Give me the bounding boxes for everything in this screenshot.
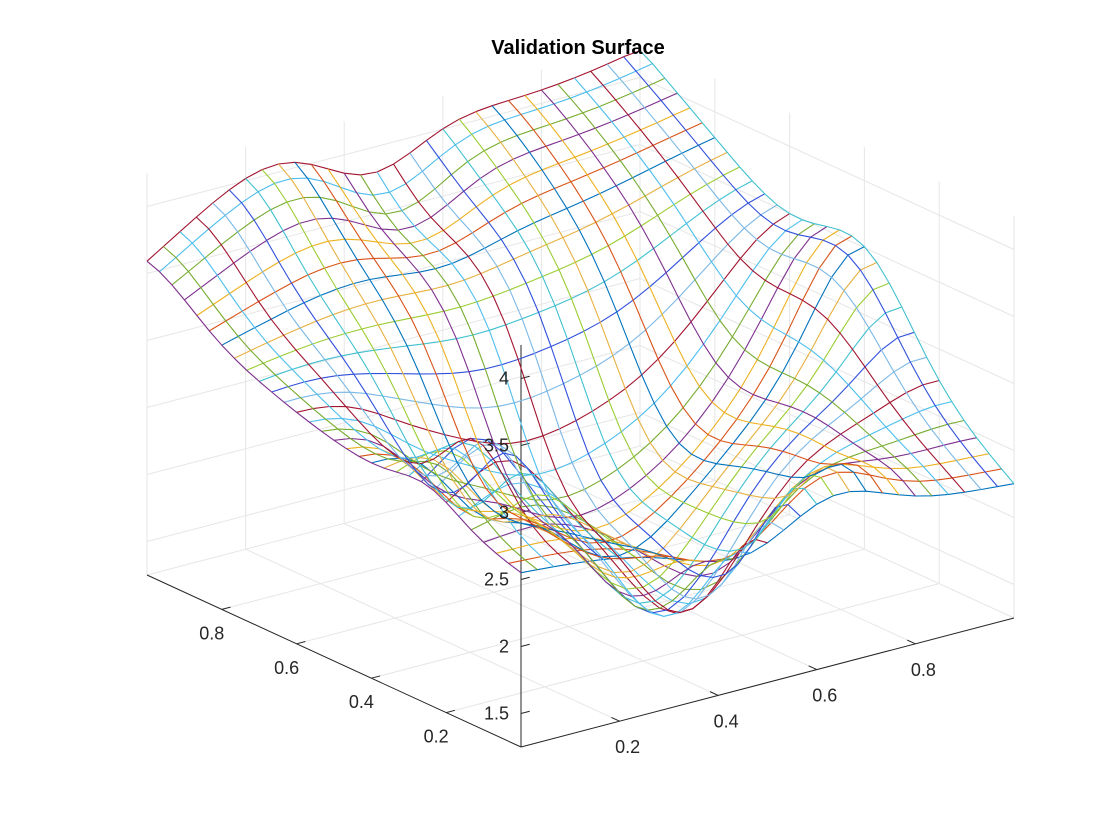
z-tick-label: 2.5 <box>484 570 509 590</box>
mesh-line-col <box>590 70 966 493</box>
x-tick-mark <box>907 639 916 645</box>
y-tick-mark <box>296 641 306 645</box>
x-tick-label: 0.2 <box>615 737 640 757</box>
mesh-line-col <box>393 163 768 614</box>
mesh-line-col <box>212 202 588 562</box>
z-tick-label: 1.5 <box>484 704 509 724</box>
mesh-line-col <box>163 246 538 571</box>
floor-grid-line-x <box>245 548 620 722</box>
x-tick-mark <box>709 691 719 696</box>
x-tick-mark <box>808 665 818 671</box>
z-tick-mark <box>520 710 530 714</box>
y-tick-label: 0.2 <box>424 727 449 747</box>
y-tick-label: 0.4 <box>349 692 374 712</box>
z-tick-label: 2 <box>499 637 509 657</box>
mesh-line-col <box>623 56 999 487</box>
y-tick-label: 0.8 <box>199 623 224 643</box>
mesh-line-row <box>383 261 878 574</box>
mesh-line-col <box>261 169 637 558</box>
mesh-line-col <box>491 105 867 492</box>
mesh-line-row <box>159 63 653 273</box>
y-tick-mark <box>371 675 381 679</box>
tick-labels: 0.2 0.4 0.6 0.8 0.2 0.4 0.6 0.8 1.5 2 2.5 3 3.5 4 <box>199 369 936 758</box>
mesh-line-col <box>557 83 933 497</box>
z-tick-label: 3 <box>499 503 509 523</box>
mesh-line-col <box>195 216 571 565</box>
z-tick-label: 3.5 <box>484 436 509 456</box>
floor-grid-line-y <box>296 514 790 645</box>
box-edge <box>639 445 1015 619</box>
x-tick-label: 0.8 <box>911 660 936 680</box>
mesh-line-col <box>458 118 834 525</box>
mesh-line-col <box>540 89 916 497</box>
mesh-line-col <box>310 164 686 561</box>
mesh-line-col <box>343 172 719 597</box>
x-tick-label: 0.4 <box>714 711 739 731</box>
back-wall-grid-line-z <box>146 144 641 274</box>
x-tick-mark <box>611 716 620 722</box>
mesh-line-col <box>228 189 604 560</box>
mesh-line-col <box>409 152 785 600</box>
floor-grid-line-y <box>371 548 865 679</box>
mesh-line-row <box>221 137 716 346</box>
mesh-line-col <box>360 174 735 611</box>
y-tick-label: 0.6 <box>274 658 299 678</box>
y-tick-mark <box>221 606 231 610</box>
mesh-line-row <box>358 235 853 544</box>
mesh-line-col <box>573 77 949 495</box>
floor-grid-line-y <box>221 479 715 610</box>
z-tick-mark <box>520 643 530 647</box>
floor-grid-line-x <box>442 497 818 671</box>
mesh-line-col <box>524 95 900 496</box>
z-tick-mark <box>520 509 530 513</box>
back-wall-grid-line-z <box>146 412 641 542</box>
mesh-line-row <box>184 92 678 301</box>
z-tick-mark <box>520 375 530 379</box>
mesh-line-col <box>327 168 702 579</box>
mesh-line-row <box>234 151 728 359</box>
mesh-line-col <box>639 50 1015 485</box>
x-tick-label: 0.6 <box>812 686 837 706</box>
back-wall-grid-line-z <box>146 278 641 408</box>
back-wall-grid-line-z <box>146 77 641 207</box>
mesh-line-col <box>606 63 982 490</box>
mesh-line-col <box>442 128 818 552</box>
mesh-surface <box>146 50 1015 617</box>
mesh-line-col <box>146 260 522 574</box>
z-tick-label: 4 <box>499 369 509 389</box>
box-edge <box>146 445 641 576</box>
z-tick-mark <box>520 576 530 580</box>
mesh-line-col <box>294 161 670 560</box>
mesh-line-col <box>179 231 555 568</box>
floor-grid-line-y <box>446 583 940 714</box>
mesh-line-col <box>508 100 883 494</box>
chart-title: Validation Surface <box>491 37 664 59</box>
side-wall-grid-line-z <box>639 345 1015 518</box>
mesh-line-col <box>376 171 752 617</box>
mesh-line-row <box>445 379 940 614</box>
mesh-line-col <box>245 178 620 559</box>
side-wall-grid-line-z <box>639 144 1015 317</box>
mesh-line-row <box>296 213 790 445</box>
y-axis-line <box>146 574 522 748</box>
y-tick-mark <box>446 709 456 714</box>
side-wall-grid-line-z <box>639 77 1015 250</box>
grid-lines <box>146 44 1015 722</box>
floor-grid-line-x <box>343 522 719 696</box>
x-axis-line <box>520 617 1015 748</box>
axes <box>146 345 1015 748</box>
mesh-line-col <box>475 111 851 499</box>
mesh-line-col <box>425 140 801 579</box>
